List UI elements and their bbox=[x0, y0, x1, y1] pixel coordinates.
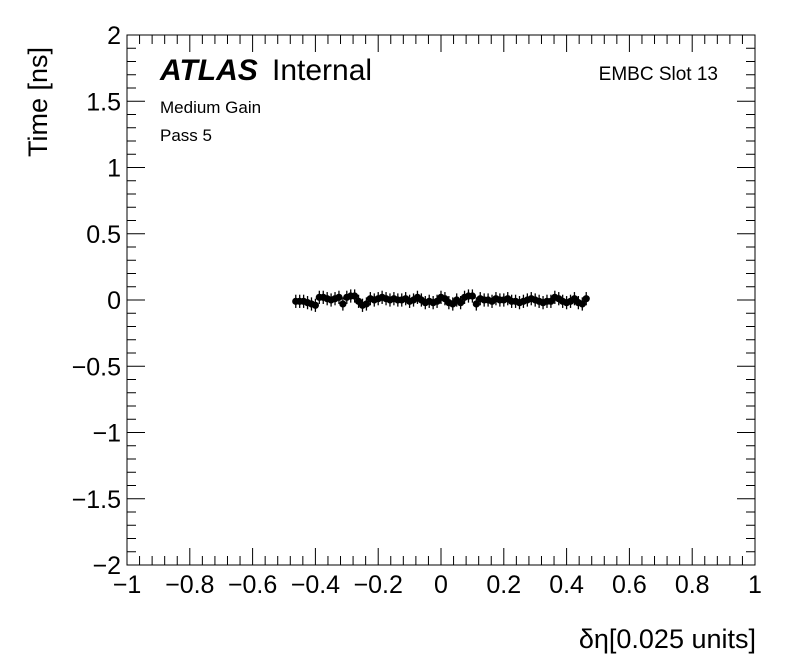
y-tick-label: −2 bbox=[92, 552, 121, 580]
gain-label: Medium Gain bbox=[160, 98, 261, 117]
data-point bbox=[468, 292, 476, 300]
x-tick-label: −0.8 bbox=[165, 571, 214, 599]
y-tick-label: 2 bbox=[107, 22, 121, 50]
axis-ticks bbox=[126, 34, 756, 566]
y-tick-labels: −2 −1.5 −1 −0.5 0 0.5 1 1.5 2 bbox=[72, 22, 121, 580]
data-point bbox=[362, 300, 371, 308]
data-point bbox=[339, 300, 347, 308]
x-tick-label: 0.6 bbox=[612, 571, 647, 599]
data-point bbox=[582, 295, 590, 303]
y-tick-label: 0.5 bbox=[86, 221, 121, 249]
x-tick-labels: −1 −0.8 −0.6 −0.4 −0.2 0 0.2 0.4 0.6 0.8 1 bbox=[113, 571, 762, 599]
data-point bbox=[578, 300, 586, 308]
x-tick-label: 0.2 bbox=[486, 571, 521, 599]
x-tick-label: −0.6 bbox=[228, 571, 277, 599]
x-tick-label: −0.2 bbox=[354, 571, 403, 599]
y-tick-label: 0 bbox=[107, 287, 121, 315]
y-tick-label: −1 bbox=[92, 420, 121, 448]
data-point bbox=[335, 293, 343, 301]
x-tick-label: −1 bbox=[113, 571, 142, 599]
data-point bbox=[311, 301, 319, 309]
internal-label: Internal bbox=[272, 54, 372, 87]
y-tick-label: 1.5 bbox=[86, 88, 121, 116]
slot-label: EMBC Slot 13 bbox=[599, 64, 718, 85]
x-tick-label: −0.4 bbox=[291, 571, 340, 599]
data-point bbox=[472, 300, 480, 308]
atlas-logo-text: ATLAS bbox=[159, 54, 258, 87]
y-tick-label: 1 bbox=[107, 155, 121, 183]
data-point bbox=[457, 299, 465, 307]
data-point bbox=[351, 292, 359, 300]
x-tick-label: 0.4 bbox=[549, 571, 584, 599]
y-tick-label: −1.5 bbox=[72, 486, 121, 514]
data-points bbox=[292, 289, 590, 312]
x-tick-label: 0.8 bbox=[675, 571, 710, 599]
x-tick-label: 0 bbox=[434, 571, 448, 599]
y-tick-label: −0.5 bbox=[72, 353, 121, 381]
y-axis-title: Time [ns] bbox=[23, 47, 53, 157]
x-axis-title: δη[0.025 units] bbox=[579, 624, 756, 654]
x-tick-label: 1 bbox=[748, 571, 762, 599]
pass-label: Pass 5 bbox=[160, 126, 212, 145]
